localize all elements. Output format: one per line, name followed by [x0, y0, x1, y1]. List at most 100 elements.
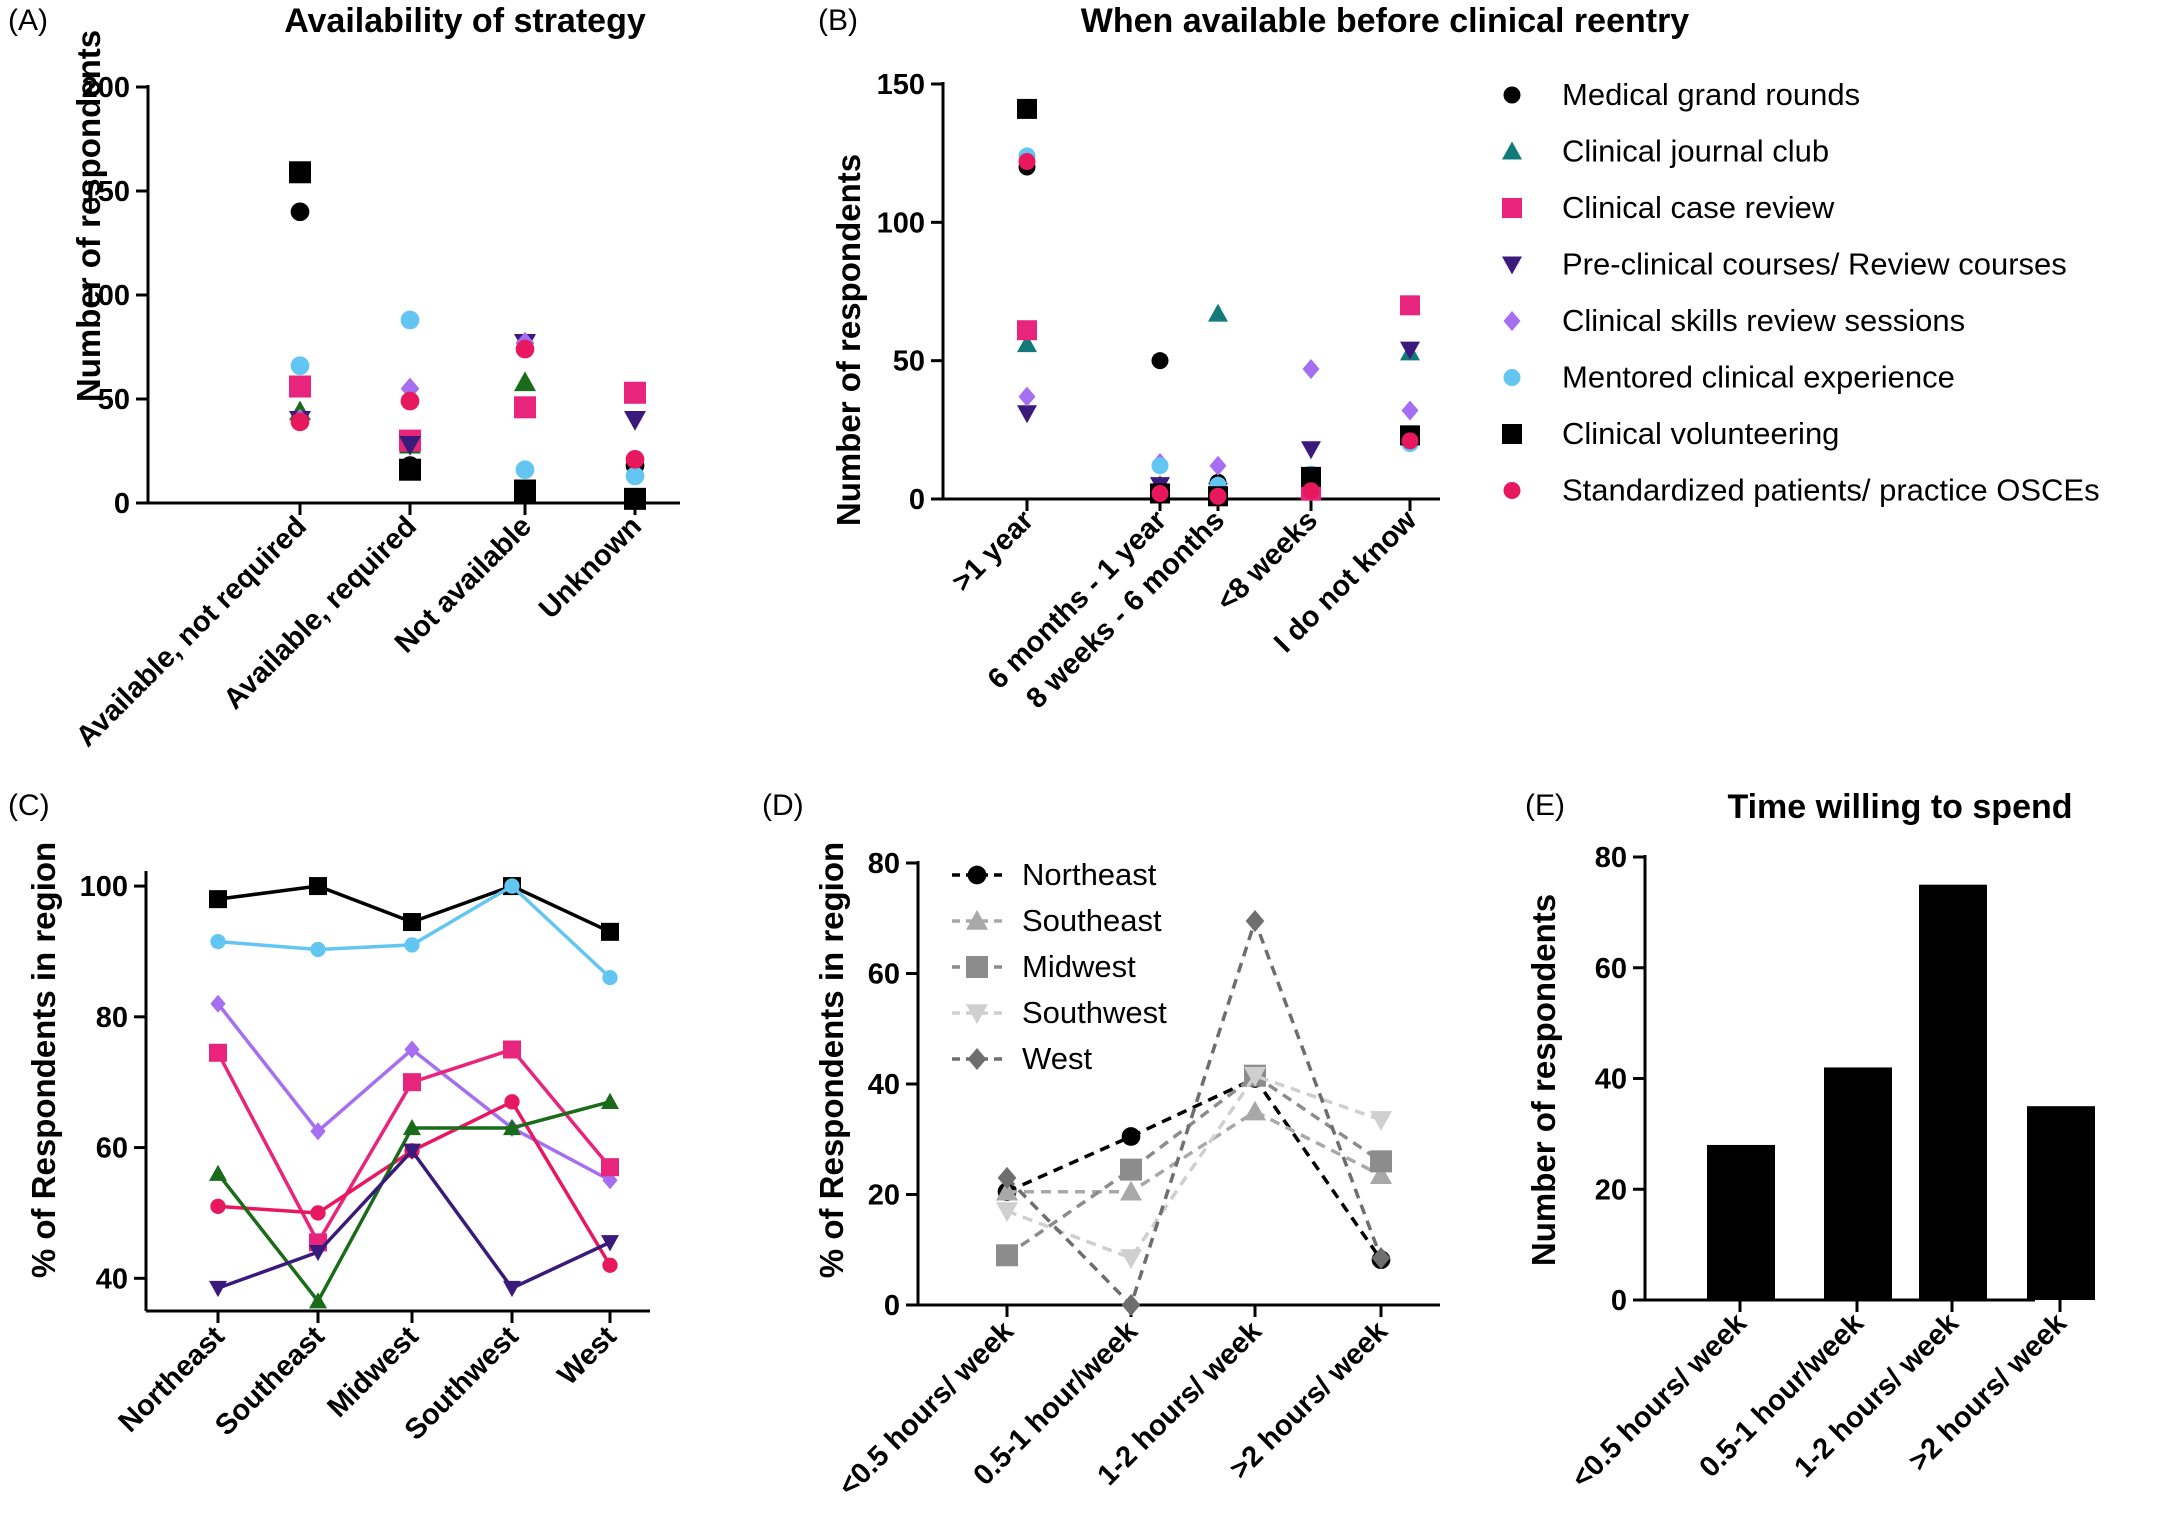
data-point	[309, 1244, 327, 1262]
data-point	[310, 1205, 326, 1221]
data-point	[602, 1257, 618, 1273]
data-point	[1121, 1127, 1141, 1146]
data-point	[310, 1122, 326, 1141]
x-tick-label: Midwest	[321, 1320, 425, 1424]
data-point	[1400, 295, 1420, 316]
legend-label: Clinical skills review sessions	[1562, 303, 1965, 338]
legend-label: Clinical journal club	[1562, 134, 1829, 169]
series-clinical-journal-club	[289, 371, 646, 454]
legend-d: Northeast Southeast Midwest Southwest West	[952, 857, 1167, 1076]
x-tick-label: >1 year	[946, 504, 1040, 598]
legend-marker	[1503, 482, 1521, 499]
series-line	[1006, 1073, 1382, 1261]
data-point	[1018, 152, 1036, 170]
series-southeast	[996, 1100, 1392, 1201]
legend-label: Medical grand rounds	[1562, 77, 1860, 112]
x-tick-label: Southeast	[209, 1320, 331, 1442]
legend-label: Midwest	[1022, 949, 1136, 984]
bar	[1707, 1144, 1775, 1300]
panel-d: (D)% of Respondents in region020406080<0…	[762, 789, 1440, 1503]
data-point	[309, 1292, 327, 1309]
data-point	[1302, 358, 1320, 379]
data-point	[310, 941, 326, 958]
y-tick-label: 0	[1611, 1285, 1627, 1317]
data-point	[1209, 455, 1227, 476]
legend-label: Southwest	[1022, 995, 1167, 1030]
data-point	[1370, 1111, 1392, 1131]
data-point	[503, 1280, 521, 1298]
y-tick-label: 0	[884, 1290, 900, 1322]
y-tick-label: 100	[82, 280, 130, 312]
legend-marker	[1502, 424, 1522, 444]
y-axis-title: % of Respondents in region	[25, 842, 62, 1278]
legend-label: Pre-clinical courses/ Review courses	[1562, 247, 2067, 282]
legend-marker	[966, 1004, 988, 1024]
data-point	[997, 1166, 1017, 1189]
series-standardized-patients-practice-osces	[1018, 152, 1419, 505]
data-point	[1400, 341, 1420, 360]
series-clinical-skills-review-sessions	[290, 331, 645, 473]
data-point	[1401, 432, 1419, 450]
x-tick-label: Unknown	[533, 510, 648, 625]
data-point	[1151, 484, 1169, 502]
panel-letter: (E)	[1525, 789, 1565, 822]
legend-marker	[1503, 86, 1521, 104]
data-point	[403, 1118, 421, 1136]
data-point	[601, 1158, 619, 1177]
y-tick-label: 40	[96, 1263, 128, 1295]
y-tick-label: 50	[98, 384, 130, 416]
y-tick-label: 0	[909, 484, 925, 516]
data-point	[1017, 405, 1037, 424]
data-point	[404, 937, 420, 953]
data-point	[290, 356, 310, 376]
legend-marker	[1502, 198, 1522, 218]
y-tick-label: 40	[1595, 1064, 1627, 1096]
data-point	[400, 310, 420, 330]
y-tick-label: 50	[893, 346, 925, 378]
data-point	[1209, 487, 1227, 505]
data-point	[1371, 1247, 1391, 1270]
series-line	[217, 1148, 611, 1291]
series-standardized-patients-practice-osces	[290, 339, 645, 469]
data-point	[503, 1118, 521, 1136]
data-point	[1151, 352, 1169, 370]
series-5	[209, 1092, 619, 1309]
y-tick-label: 60	[868, 959, 900, 991]
data-point	[1244, 1100, 1266, 1121]
data-point	[514, 371, 536, 392]
y-tick-label: 150	[82, 176, 130, 208]
y-axis-title: Number of respondents	[70, 30, 107, 402]
y-axis-title: Number of respondents	[1525, 894, 1562, 1266]
data-point	[400, 391, 420, 411]
data-point	[1401, 400, 1419, 421]
y-tick-label: 100	[80, 871, 128, 903]
data-point	[1018, 386, 1036, 407]
y-tick-label: 80	[1595, 842, 1627, 874]
data-point	[210, 994, 226, 1013]
data-point	[209, 890, 227, 909]
data-point	[1121, 1294, 1141, 1316]
data-point	[404, 1040, 420, 1059]
data-point	[403, 913, 421, 932]
series-pre-clinical-courses-review-courses	[289, 334, 646, 456]
data-point	[1302, 482, 1320, 500]
panel-e: (E) Time willing to spend Number of respon…	[1525, 788, 2095, 1495]
bar	[1919, 884, 1987, 1300]
panel-letter: (D)	[762, 789, 804, 822]
data-point	[1120, 1180, 1142, 1201]
data-point	[403, 1073, 421, 1092]
series-2	[210, 994, 618, 1190]
y-tick-label: 0	[114, 488, 130, 520]
panel-letter: (B)	[818, 4, 858, 37]
legend-label: West	[1022, 1041, 1092, 1076]
y-tick-label: 80	[868, 848, 900, 880]
data-point	[1120, 1249, 1142, 1270]
data-point	[1244, 1066, 1266, 1087]
series-medical-grand-rounds	[1018, 158, 1419, 491]
data-point	[503, 1040, 521, 1059]
data-point	[1208, 303, 1228, 322]
series-clinical-skills-review-sessions	[1018, 358, 1419, 476]
y-tick-label: 20	[1595, 1174, 1627, 1206]
data-point	[996, 1180, 1018, 1201]
series-6	[209, 1143, 619, 1298]
